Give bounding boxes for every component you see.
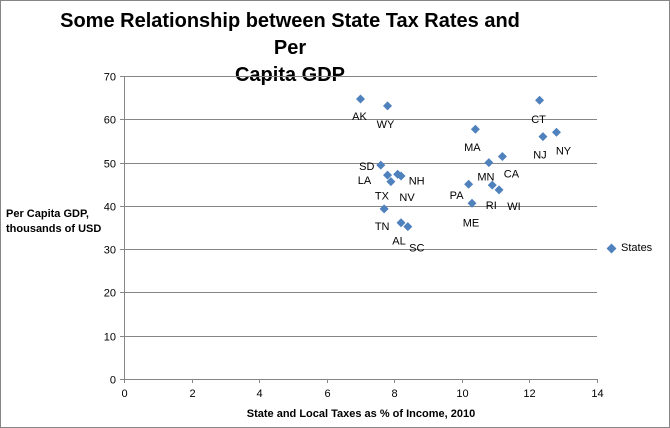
data-point-ak	[356, 94, 365, 104]
data-point-ct	[535, 95, 545, 105]
data-point-sd	[376, 160, 386, 170]
data-point-tn	[379, 204, 389, 214]
data-label-ca: CA	[504, 169, 520, 181]
data-label-tn: TN	[375, 221, 390, 233]
data-point-ny	[551, 127, 561, 137]
y-axis-label-line-2: thousands of USD	[6, 223, 102, 235]
data-label-tx: TX	[375, 191, 390, 203]
data-point-al	[396, 218, 406, 228]
y-axis-label: Per Capita GDP, thousands of USD	[6, 207, 116, 237]
data-point-ma	[470, 124, 480, 134]
y-tick-label: 0	[110, 375, 116, 387]
data-label-ak: AK	[352, 111, 367, 123]
data-label-pa: PA	[450, 190, 465, 202]
data-label-ct: CT	[531, 114, 546, 126]
y-axis-label-line-1: Per Capita GDP,	[6, 208, 89, 220]
data-label-al: AL	[392, 236, 405, 248]
data-point-la	[383, 170, 393, 180]
data-label-sd: SD	[359, 161, 374, 173]
x-axis-label: State and Local Taxes as % of Income, 20…	[246, 408, 476, 420]
data-label-nv: NV	[399, 192, 415, 204]
y-tick-label: 70	[104, 72, 116, 84]
y-tick-label: 10	[104, 332, 116, 344]
chart-title-line-1: Some Relationship between State Tax Rate…	[60, 10, 520, 59]
x-tick-label: 10	[456, 388, 468, 400]
x-tick-label: 4	[256, 388, 262, 400]
data-point-mn	[484, 158, 494, 168]
x-tick-label: 14	[591, 388, 603, 400]
data-label-ma: MA	[464, 142, 481, 154]
y-tick-label: 60	[104, 115, 116, 127]
data-point-wy	[383, 101, 393, 111]
data-point-tx	[386, 177, 396, 187]
y-tick-label: 20	[104, 288, 116, 300]
data-label-ny: NY	[556, 145, 572, 157]
data-label-ri: RI	[486, 200, 497, 212]
data-label-la: LA	[358, 175, 372, 187]
data-label-sc: SC	[409, 243, 424, 255]
data-point-nj	[538, 132, 548, 142]
data-point-me	[467, 198, 477, 208]
x-tick-label: 8	[391, 388, 397, 400]
chart-title-line-2: Capita GDP	[234, 64, 346, 86]
data-label-wy: WY	[377, 119, 395, 131]
y-tick-label: 50	[104, 159, 116, 171]
x-tick-label: 2	[189, 388, 195, 400]
y-tick-label: 30	[104, 245, 116, 257]
legend-label: States	[621, 242, 653, 254]
x-tick-label: 12	[523, 388, 535, 400]
x-tick-label: 0	[121, 388, 127, 400]
legend-diamond-marker	[606, 243, 617, 253]
data-point-sc	[403, 222, 413, 232]
data-label-nh: NH	[409, 175, 425, 187]
data-point-wi	[494, 185, 504, 195]
data-point-ca	[497, 152, 507, 162]
data-label-mn: MN	[477, 172, 494, 184]
data-label-me: ME	[463, 217, 480, 229]
chart-title: Some Relationship between State Tax Rate…	[60, 8, 520, 89]
data-label-wi: WI	[507, 201, 520, 213]
x-tick-label: 6	[324, 388, 330, 400]
data-label-nj: NJ	[533, 150, 546, 162]
y-tick-label: 40	[104, 202, 116, 214]
legend: States	[606, 242, 653, 254]
data-point-nv	[396, 171, 406, 181]
data-point-ri	[487, 180, 497, 190]
data-point-pa	[464, 179, 474, 189]
